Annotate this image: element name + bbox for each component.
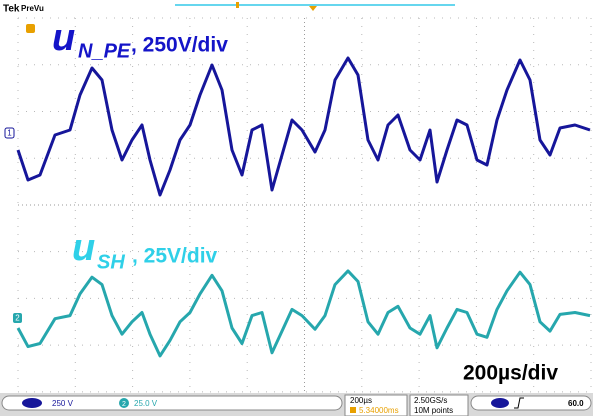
position-icon [350,407,356,413]
trace-2-symbol: u [72,227,95,269]
trigger-source-badge [491,398,509,408]
trace-1-subscript: N_PE [78,40,131,62]
trigger-position [309,6,317,11]
channel-1-marker-label: 1 [7,129,12,138]
channel-2-badge [119,398,129,408]
trigger-marker [26,24,35,33]
trigger-level: 60.0 [568,399,584,408]
brand: Tek [3,4,20,15]
channel-2-marker [13,313,22,323]
horizontal-position: 5.34000ms [359,406,399,415]
sample-rate: 2.50GS/s [414,396,447,405]
trace-2-waveform [18,271,590,356]
channel-2-marker-label: 2 [15,314,20,323]
trace-2-scale: , 25V/div [132,245,218,268]
channel-1-badge [22,398,42,408]
trace-1-waveform [18,58,590,195]
channel-panel [1,395,343,411]
channel-1-marker [4,127,15,139]
trace-2-subscript: SH [97,251,125,273]
trace-1-symbol: u [52,17,75,59]
acquisition-panel [409,394,469,416]
channel-2-scale: 25.0 V [134,399,158,408]
mode: PreVu [21,4,44,13]
timebase: 200µs/div [463,362,558,385]
channel-1-scale: 250 V [52,399,74,408]
channel-2-label: 2 [122,401,126,408]
horizontal-panel [344,394,408,416]
trace-1-scale: , 250V/div [131,34,228,57]
record-length: 10M points [414,406,453,415]
horizontal-scale: 200µs [350,396,372,405]
trigger-slope [514,397,524,409]
view-marker [236,2,239,8]
